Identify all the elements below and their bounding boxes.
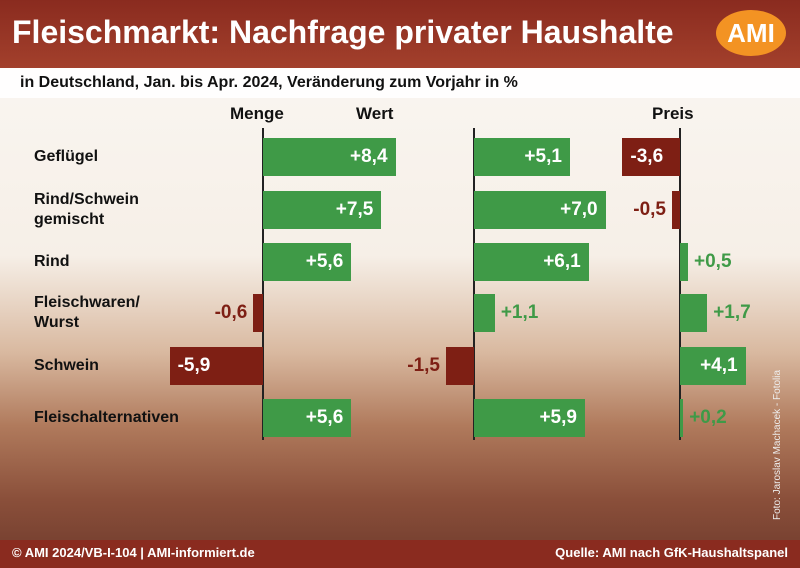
category-label: Rind/Schwein gemischt [34,191,139,228]
value-label: +6,1 [543,251,581,272]
bar [680,399,684,437]
bar [262,191,382,229]
bar [474,138,570,176]
bar [680,243,688,281]
value-label: -0,6 [214,302,248,323]
logo: AMI [716,10,786,56]
subtitle-band [0,68,800,98]
bar [672,191,680,229]
value-label: +0,2 [689,407,727,428]
bar [262,243,352,281]
bar [253,294,263,332]
header-band [0,0,800,68]
value-label: -1,5 [407,355,440,376]
bar [474,191,606,229]
bar [680,294,708,332]
value-label: -5,9 [177,355,211,376]
value-label: +5,6 [305,407,344,428]
value-label: +5,6 [305,251,344,272]
value-label: +5,9 [539,407,577,428]
category-label: Fleischalternativen [34,409,179,426]
subtitle: in Deutschland, Jan. bis Apr. 2024, Verä… [20,74,518,91]
value-label: +0,5 [694,251,732,272]
bar [474,399,585,437]
value-label: +7,5 [335,199,374,220]
zero-axis [679,128,681,440]
bar [680,347,746,385]
footer-right: Quelle: AMI nach GfK-Haushaltspanel [555,545,788,560]
panel-header: Wert [356,104,394,123]
value-label: +4,1 [700,355,738,376]
value-label: +1,1 [500,302,539,323]
bar [262,399,352,437]
bar [474,294,495,332]
value-label: +7,0 [560,199,598,220]
bar [446,347,475,385]
zero-axis [473,128,476,440]
value-label: +8,4 [350,146,388,167]
value-label: -0,5 [633,199,666,220]
zero-axis [261,128,264,440]
bar [622,138,680,176]
panel-header: Menge [230,104,284,123]
chart-title: Fleischmarkt: Nachfrage privater Haushal… [12,14,674,50]
category-label: Schwein [34,357,99,374]
panel-header: Preis [652,104,694,123]
footer-band [0,540,800,568]
photo-credit: Foto: Jaroslav Machacek - Fotolia [772,369,783,520]
value-label: +5,1 [524,146,562,167]
bar [262,138,396,176]
category-label: Rind [34,253,70,270]
category-label: Geflügel [34,148,99,165]
value-label: +1,7 [713,302,751,323]
footer-left: © AMI 2024/VB-I-104 | AMI-informiert.de [12,545,255,560]
bar [474,243,589,281]
value-label: -3,6 [630,146,664,167]
bar [169,347,263,385]
category-label: Fleischwaren/ Wurst [34,294,140,331]
